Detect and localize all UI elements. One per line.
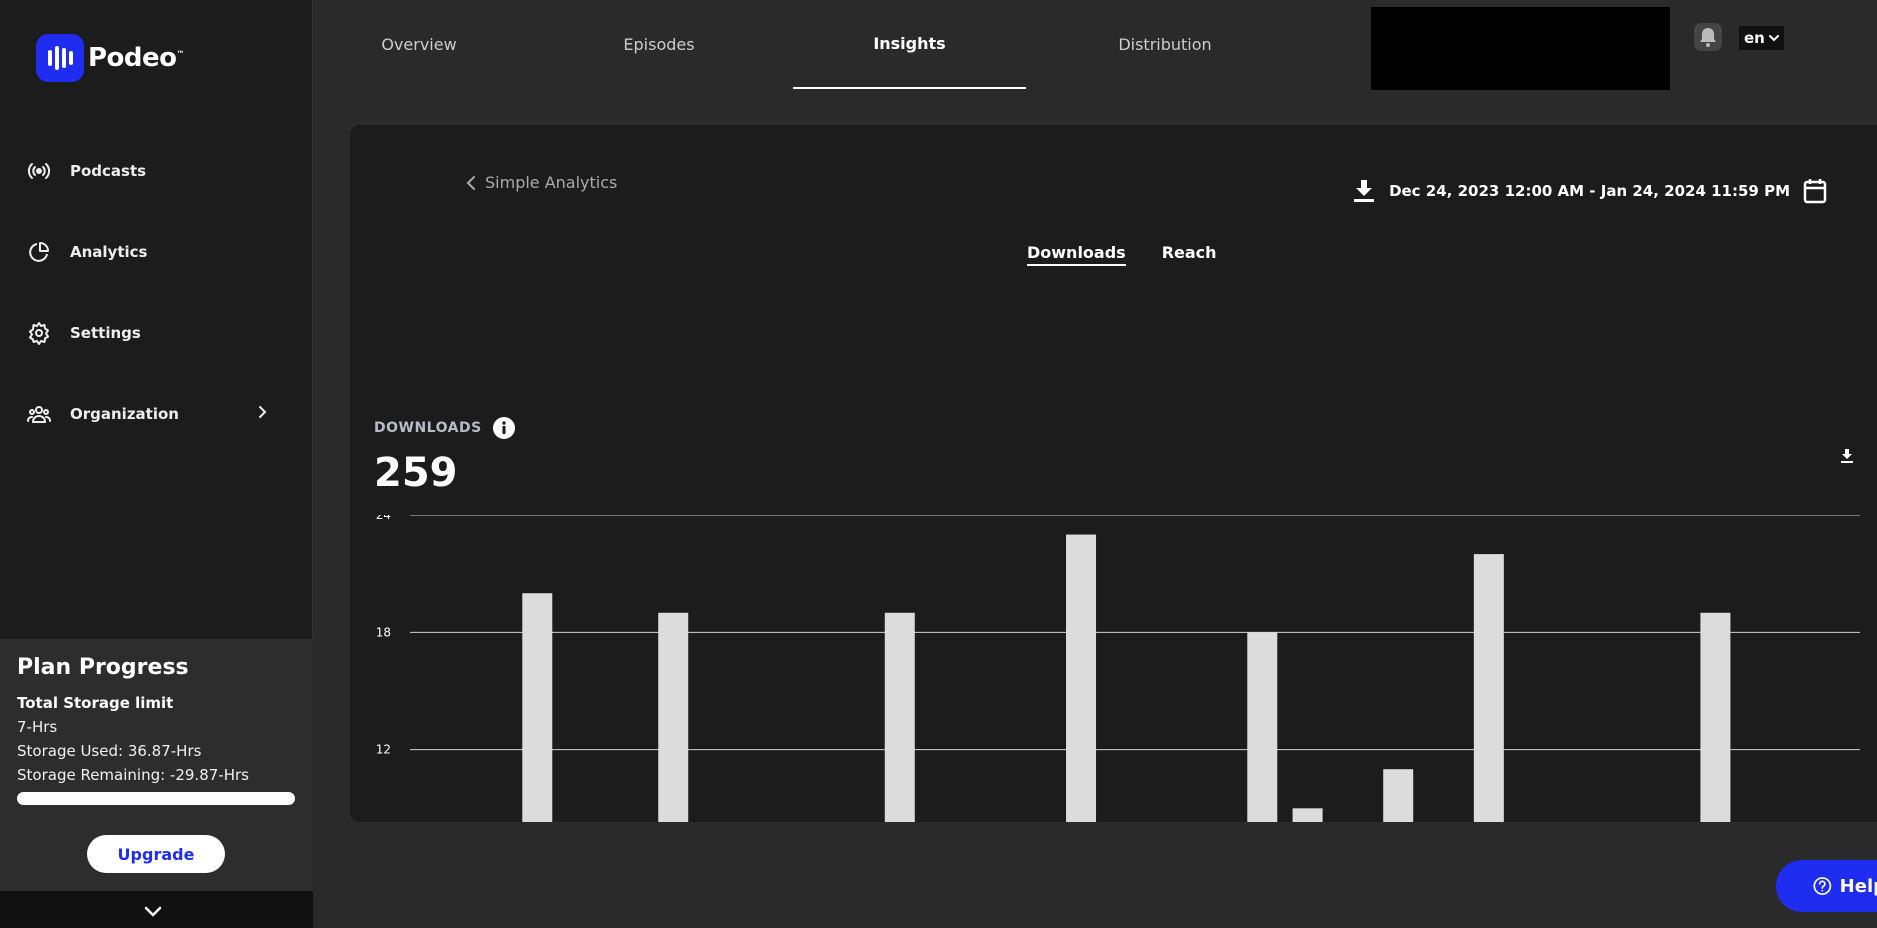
storage-limit-label: Total Storage limit xyxy=(17,694,174,712)
sidebar-item-label: Organization xyxy=(70,404,179,423)
back-link[interactable]: Simple Analytics xyxy=(465,173,617,192)
users-icon xyxy=(27,405,51,423)
sidebar-item-settings[interactable]: Settings xyxy=(0,292,313,373)
sidebar-item-label: Settings xyxy=(70,323,141,342)
tab-reach[interactable]: Reach xyxy=(1161,243,1217,262)
podeo-logo-icon xyxy=(36,34,84,82)
calendar-icon[interactable] xyxy=(1803,178,1827,204)
broadcast-icon xyxy=(27,162,51,179)
sidebar-nav: Podcasts Analytics Settings Organizati xyxy=(0,130,313,454)
plan-progress-title: Plan Progress xyxy=(17,655,189,680)
download-icon[interactable] xyxy=(1354,180,1375,202)
storage-used: Storage Used: 36.87-Hrs xyxy=(17,742,202,760)
metric-tabs: Downloads Reach xyxy=(1027,243,1217,266)
info-icon[interactable] xyxy=(492,417,515,439)
storage-limit-value: 7-Hrs xyxy=(17,718,58,736)
sidebar-item-organization[interactable]: Organization xyxy=(0,373,313,454)
language-value: en xyxy=(1744,29,1765,47)
y-tick-label: 12 xyxy=(376,743,391,757)
chevron-down-icon xyxy=(1768,35,1779,42)
help-label: Help xyxy=(1839,875,1877,897)
bar[interactable] xyxy=(1700,612,1731,822)
plan-progress-panel: Plan Progress Total Storage limit 7-Hrs … xyxy=(0,639,313,891)
pie-chart-icon xyxy=(29,241,49,262)
gear-icon xyxy=(29,321,49,345)
storage-remaining: Storage Remaining: -29.87-Hrs xyxy=(17,766,249,784)
y-tick-label: 24 xyxy=(376,515,391,522)
date-range-text: Dec 24, 2023 12:00 AM - Jan 24, 2024 11:… xyxy=(1389,182,1790,200)
bar[interactable] xyxy=(1473,554,1504,822)
downloads-label: DOWNLOADS xyxy=(374,420,482,436)
bar[interactable] xyxy=(1383,769,1414,822)
brand-name: Podeo™ xyxy=(88,43,185,73)
notification-bell-icon[interactable] xyxy=(1694,23,1722,51)
storage-progress-bar xyxy=(17,792,295,805)
chevron-down-icon xyxy=(144,906,162,917)
sidebar: Podeo™ Podcasts Analytics Settings xyxy=(0,0,313,928)
bar[interactable] xyxy=(1292,808,1323,822)
back-link-label: Simple Analytics xyxy=(485,173,618,192)
bar[interactable] xyxy=(884,612,915,822)
sidebar-collapse[interactable] xyxy=(0,891,313,928)
tab-episodes[interactable]: Episodes xyxy=(623,35,695,54)
tab-overview[interactable]: Overview xyxy=(381,35,457,54)
sidebar-item-label: Analytics xyxy=(70,242,148,261)
y-tick-label: 18 xyxy=(376,625,391,639)
insights-card: Simple Analytics Dec 24, 2023 12:00 AM -… xyxy=(350,125,1877,822)
help-button[interactable]: Help xyxy=(1776,860,1877,912)
tab-distribution[interactable]: Distribution xyxy=(1118,35,1212,54)
tab-insights[interactable]: Insights xyxy=(793,0,1026,89)
chevron-left-icon xyxy=(466,175,475,190)
upgrade-button[interactable]: Upgrade xyxy=(87,835,225,873)
sidebar-item-podcasts[interactable]: Podcasts xyxy=(0,130,313,211)
sidebar-item-analytics[interactable]: Analytics xyxy=(0,211,313,292)
downloads-bar-chart: 12 18 24 xyxy=(376,515,1860,822)
downloads-total: 259 xyxy=(374,450,458,496)
bar[interactable] xyxy=(1247,632,1278,822)
tab-downloads[interactable]: Downloads xyxy=(1027,243,1126,266)
bar[interactable] xyxy=(1066,534,1097,822)
downloads-heading: DOWNLOADS xyxy=(374,417,515,439)
sidebar-item-label: Podcasts xyxy=(70,161,147,180)
bar[interactable] xyxy=(522,593,553,822)
language-select[interactable]: en xyxy=(1739,26,1784,50)
redacted-area xyxy=(1371,7,1670,90)
chevron-right-icon[interactable] xyxy=(255,405,269,419)
podeo-logo[interactable]: Podeo™ xyxy=(36,34,185,82)
question-icon xyxy=(1813,877,1832,895)
date-range-picker[interactable]: Dec 24, 2023 12:00 AM - Jan 24, 2024 11:… xyxy=(1354,178,1827,204)
bar[interactable] xyxy=(658,612,689,822)
export-chart-icon[interactable] xyxy=(1841,449,1853,463)
